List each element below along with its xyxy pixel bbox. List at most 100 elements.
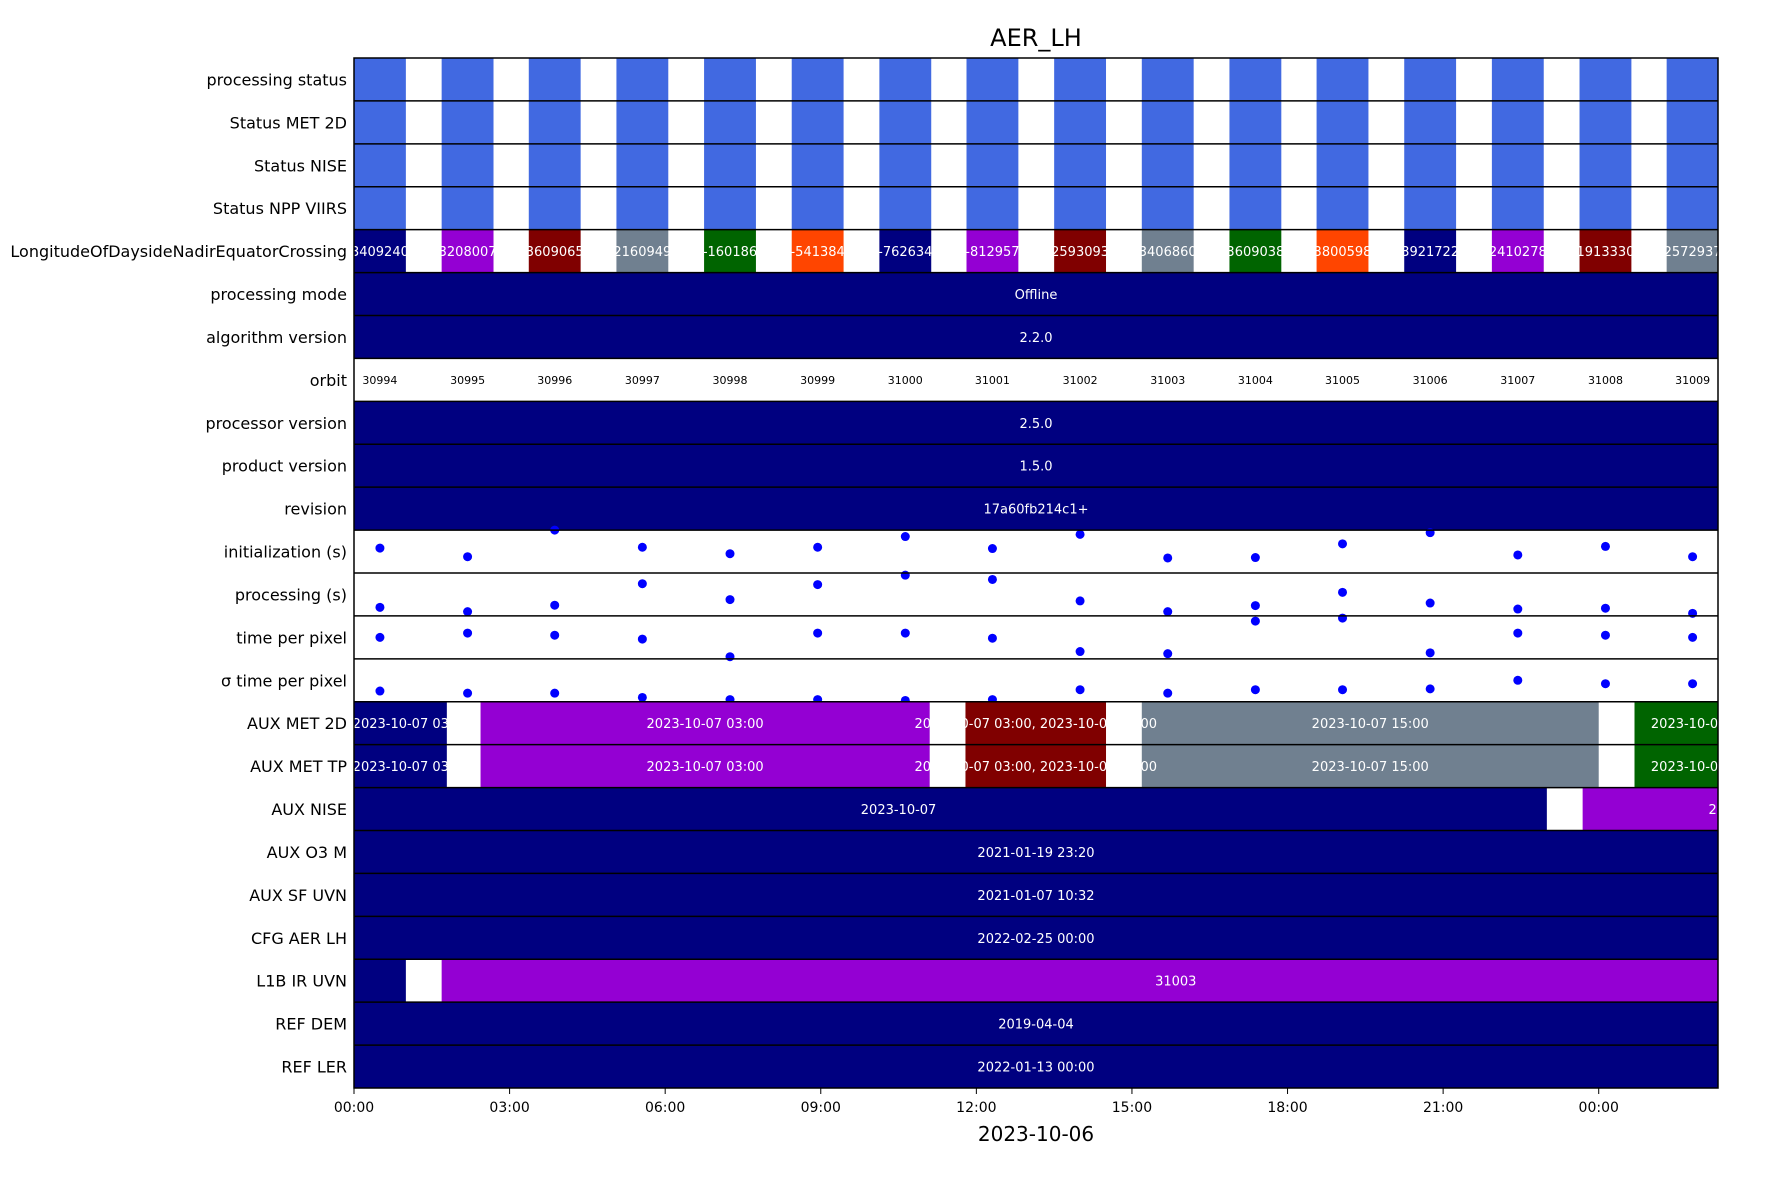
scatter-point (1688, 552, 1698, 562)
value-label: 3208007 (439, 245, 497, 260)
x-tick-label: 06:00 (645, 1100, 685, 1116)
x-axis-title: 2023-10-06 (978, 1122, 1094, 1146)
status-bar (704, 143, 756, 187)
segment-bar (441, 959, 1718, 1003)
segment-bar (1634, 744, 1718, 788)
row-22: 2019-04-04 (354, 1002, 1718, 1046)
status-bar (704, 186, 756, 230)
status-bar (441, 100, 494, 144)
row-label: algorithm version (206, 328, 347, 347)
orbit-number: 31002 (1063, 374, 1098, 387)
value-label: 2160949 (613, 245, 671, 260)
value-bar (879, 229, 932, 273)
row-label: product version (222, 457, 347, 476)
row-10: 17a60fb214c1+ (354, 487, 1718, 531)
status-bar (528, 58, 581, 101)
row-8: 2.5.0 (354, 401, 1718, 445)
orbit-number: 30995 (450, 374, 485, 387)
scatter-point (375, 686, 385, 696)
value-bar (1666, 229, 1718, 273)
row-20: 2022-02-25 00:00 (354, 916, 1718, 960)
x-axis: 00:00 03:00 06:00 09:00 12:00 15:00 18:00 21:00… (334, 1088, 1619, 1116)
status-bar (704, 100, 756, 144)
scatter-point (900, 532, 910, 542)
scatter-point (550, 600, 560, 610)
status-bar (1666, 58, 1718, 101)
constant-label: 2021-01-07 10:32 (977, 889, 1094, 904)
segment-label: 2023-10-08 (1708, 803, 1771, 818)
orbit-number: 31004 (1238, 374, 1273, 387)
row-13 (375, 613, 1698, 662)
status-bar (879, 186, 932, 230)
scatter-point (1425, 598, 1435, 608)
orbit-number: 30996 (537, 374, 572, 387)
row-label: σ time per pixel (221, 671, 347, 690)
value-bar (1229, 229, 1282, 273)
scatter-point (1600, 630, 1610, 640)
row-19: 2021-01-07 10:32 (354, 873, 1718, 917)
value-bar (1404, 229, 1457, 273)
status-bar (1054, 143, 1107, 187)
status-bar (1404, 186, 1457, 230)
constant-bar (354, 401, 1718, 445)
status-bar (1054, 186, 1107, 230)
value-label: -541384 (790, 245, 844, 260)
constant-label: 1.5.0 (1019, 460, 1052, 475)
constant-bar (354, 916, 1718, 960)
scatter-point (1250, 601, 1260, 611)
segment-bar (965, 744, 1107, 788)
scatter-point (375, 543, 385, 553)
row-label: orbit (310, 371, 347, 390)
status-bar (354, 143, 406, 187)
value-label: -160186 (703, 245, 757, 260)
scatter-point (550, 630, 560, 640)
row-label: Status MET 2D (230, 113, 347, 132)
scatter-point (1600, 679, 1610, 689)
row-6: 2.2.0 (354, 315, 1718, 359)
segment-bar (354, 787, 1547, 831)
orbit-number: 30999 (800, 374, 835, 387)
status-bar (1141, 186, 1194, 230)
segment-bar (965, 701, 1107, 745)
scatter-point (1513, 628, 1523, 638)
row-18: 2021-01-19 23:20 (354, 830, 1718, 874)
row-label: initialization (s) (224, 543, 347, 562)
constant-label: 2.2.0 (1019, 331, 1052, 346)
scatter-point (1250, 553, 1260, 563)
status-bar (1666, 100, 1718, 144)
segment-label: 2023-10-07 15:00 (1312, 717, 1429, 732)
x-tick-label: 03:00 (489, 1100, 529, 1116)
scatter-point (550, 688, 560, 698)
value-label: 2572937 (1664, 245, 1722, 260)
row-23: 2022-01-13 00:00 (354, 1045, 1718, 1088)
segment-label: 2023-10-07 03:00, 2023-10-07 15:00 (914, 717, 1157, 732)
scatter-point (463, 628, 473, 638)
value-label: -812957 (965, 245, 1019, 260)
scatter-point (463, 607, 473, 617)
scatter-point (813, 542, 823, 552)
status-bar (1491, 100, 1544, 144)
row-label: L1B IR UVN (256, 972, 347, 991)
value-bar (704, 229, 756, 273)
scatter-point (1600, 603, 1610, 613)
scatter-point (637, 579, 647, 589)
scatter-point (637, 542, 647, 552)
row-label: processing (s) (235, 585, 347, 604)
status-bar (1316, 58, 1369, 101)
segment-label: 2023-10-07 03:00 (647, 717, 764, 732)
scatter-point (637, 692, 647, 702)
scatter-point (1163, 553, 1173, 563)
scatter-point (725, 549, 735, 559)
orbit-number: 30994 (362, 374, 397, 387)
value-bar (1491, 229, 1544, 273)
scatter-point (1338, 539, 1348, 549)
x-tick-label: 15:00 (1112, 1100, 1152, 1116)
orbit-number: 31009 (1675, 374, 1710, 387)
value-label: 3609065 (526, 245, 584, 260)
value-bar (441, 229, 494, 273)
status-bar (1316, 186, 1369, 230)
scatter-point (1688, 679, 1698, 689)
segment-label: 2023-10-07 15:00 (1312, 760, 1429, 775)
constant-bar (354, 830, 1718, 874)
row-label: LongitudeOfDaysideNadirEquatorCrossing (10, 242, 347, 261)
